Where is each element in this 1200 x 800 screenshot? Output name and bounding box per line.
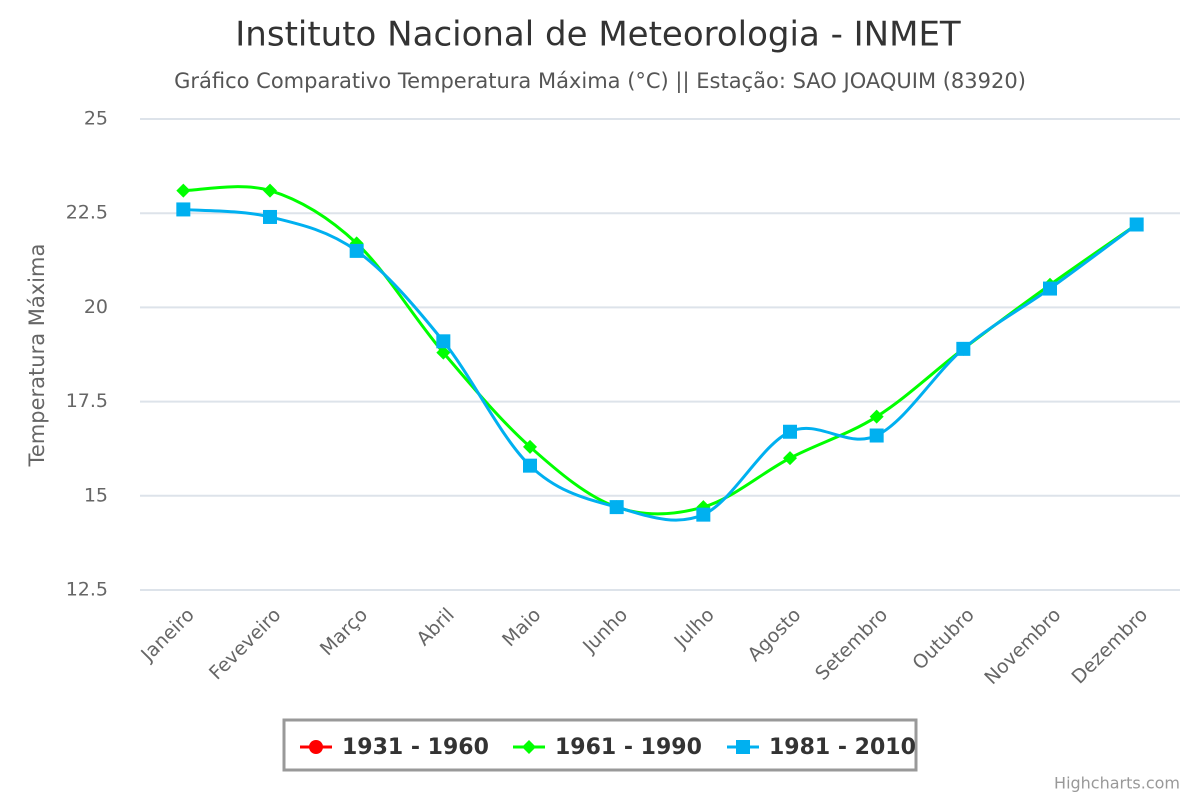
marker bbox=[1043, 281, 1057, 296]
marker bbox=[263, 209, 277, 224]
x-tick-label: Abril bbox=[412, 604, 458, 650]
marker bbox=[523, 439, 537, 454]
y-tick-label: 17.5 bbox=[66, 390, 108, 412]
x-tick-label: Outubro bbox=[908, 604, 978, 674]
marker bbox=[783, 424, 797, 439]
marker bbox=[869, 428, 884, 443]
marker bbox=[869, 409, 884, 424]
legend-symbol bbox=[736, 740, 750, 754]
marker bbox=[436, 345, 451, 360]
series-line bbox=[183, 207, 1138, 522]
series-line bbox=[183, 185, 1138, 516]
marker bbox=[176, 183, 191, 198]
legend-label: 1981 - 2010 bbox=[769, 735, 916, 760]
marker bbox=[956, 341, 971, 356]
legend-box bbox=[282, 718, 918, 772]
marker bbox=[436, 334, 451, 349]
legend-label: 1961 - 1990 bbox=[555, 735, 702, 760]
marker bbox=[176, 202, 191, 217]
marker bbox=[349, 243, 364, 258]
x-tick-label: Maio bbox=[498, 604, 545, 651]
marker bbox=[263, 183, 277, 198]
x-tick-label: Março bbox=[316, 604, 372, 660]
x-tick-label: Novembro bbox=[980, 604, 1065, 689]
marker bbox=[609, 500, 624, 515]
marker bbox=[1129, 217, 1144, 232]
y-tick-label: 20 bbox=[84, 296, 108, 318]
legend-symbol bbox=[522, 740, 536, 754]
y-tick-label: 25 bbox=[84, 108, 108, 130]
x-tick-label: Janeiro bbox=[136, 604, 198, 666]
x-tick-label: Setembro bbox=[811, 604, 892, 685]
x-tick-label: Feveveiro bbox=[205, 604, 285, 684]
chart-subtitle: Gráfico Comparativo Temperatura Máxima (… bbox=[174, 69, 1026, 94]
legend-label: 1931 - 1960 bbox=[342, 735, 489, 760]
x-tick-label: Julho bbox=[670, 604, 719, 653]
y-axis-title: Temperatura Máxima bbox=[25, 244, 49, 468]
y-tick-label: 12.5 bbox=[66, 579, 108, 601]
y-tick-label: 22.5 bbox=[66, 202, 108, 224]
legend-symbol bbox=[309, 740, 323, 754]
x-tick-label: Agosto bbox=[743, 604, 805, 666]
credits: Highcharts.com bbox=[1054, 774, 1180, 793]
chart-title: Instituto Nacional de Meteorologia - INM… bbox=[235, 15, 961, 55]
x-tick-label: Dezembro bbox=[1068, 604, 1153, 689]
y-tick-label: 15 bbox=[84, 484, 108, 506]
marker bbox=[696, 507, 711, 522]
x-tick-label: Junho bbox=[578, 604, 632, 658]
marker bbox=[523, 458, 537, 473]
marker bbox=[783, 451, 797, 466]
